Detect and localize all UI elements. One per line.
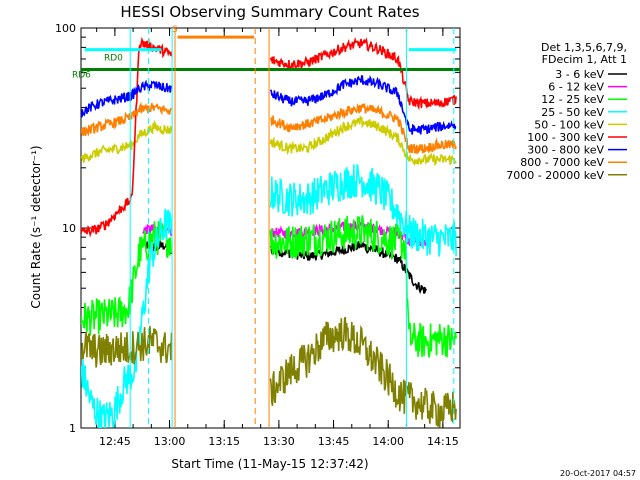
legend: Det 1,3,5,6,7,9,FDecim 1, Att 1 3 - 6 keV… <box>506 41 627 182</box>
y-axis-label: Count Rate (s⁻¹ detector⁻¹) <box>29 145 43 308</box>
chart-title: HESSI Observing Summary Count Rates <box>120 3 419 21</box>
legend-header-line: Det 1,3,5,6,7,9, <box>541 41 627 54</box>
x-tick-label: 13:15 <box>208 435 240 448</box>
series-line <box>81 36 173 238</box>
marker-label-rd6: RD6 <box>72 71 91 81</box>
y-tick-label: 100 <box>55 22 76 35</box>
x-tick-label: 14:00 <box>372 435 404 448</box>
series-line <box>269 215 457 358</box>
legend-entry-label: 100 - 300 keV <box>527 131 604 144</box>
series-25-50-kev <box>81 164 457 428</box>
axes: 12:45 13:00 13:15 13:30 13:45 14:00 14:15 1 10 10… <box>55 22 461 448</box>
series-line <box>81 208 173 428</box>
y-tick-label: 10 <box>62 222 76 235</box>
legend-entry-label: 800 - 7000 keV <box>520 156 604 169</box>
series-50-100-kev <box>81 114 457 167</box>
series-100-300-kev <box>81 36 457 238</box>
marker-label-rd0: RD0 <box>104 53 123 63</box>
legend-entry-label: 25 - 50 keV <box>541 106 604 119</box>
series-line <box>81 101 172 137</box>
series-line <box>81 325 173 368</box>
series-line <box>81 119 173 163</box>
legend-entry-label: 50 - 100 keV <box>534 118 604 131</box>
date-stamp: 20-Oct-2017 04:57 <box>560 469 636 478</box>
x-tick-label: 13:45 <box>318 435 350 448</box>
marker-label-s: S <box>172 25 178 35</box>
series-line <box>269 164 457 257</box>
y-tick-label: 1 <box>69 422 76 435</box>
x-axis-label: Start Time (11-May-15 12:37:42) <box>171 457 368 471</box>
series-line <box>269 36 457 111</box>
series-line <box>269 114 457 167</box>
series-line <box>270 103 457 155</box>
series-800-7000-kev <box>81 101 457 155</box>
x-tick-label: 12:45 <box>99 435 131 448</box>
x-tick-label: 13:30 <box>263 435 295 448</box>
legend-entry-label: 7000 - 20000 keV <box>506 169 604 182</box>
series-line <box>269 75 457 135</box>
legend-entry-label: 3 - 6 keV <box>555 68 604 81</box>
series-line <box>269 316 457 428</box>
legend-entry-label: 12 - 25 keV <box>541 93 604 106</box>
series-line <box>81 79 173 118</box>
plot-area <box>81 28 460 428</box>
legend-entry-label: 6 - 12 keV <box>548 81 604 94</box>
legend-header-line: FDecim 1, Att 1 <box>542 53 627 66</box>
legend-entry-label: 300 - 800 keV <box>527 144 604 157</box>
x-tick-label: 13:00 <box>154 435 186 448</box>
series-7000-20000-kev <box>81 316 457 428</box>
series-300-800-kev <box>81 75 457 135</box>
x-tick-label: 14:15 <box>427 435 459 448</box>
